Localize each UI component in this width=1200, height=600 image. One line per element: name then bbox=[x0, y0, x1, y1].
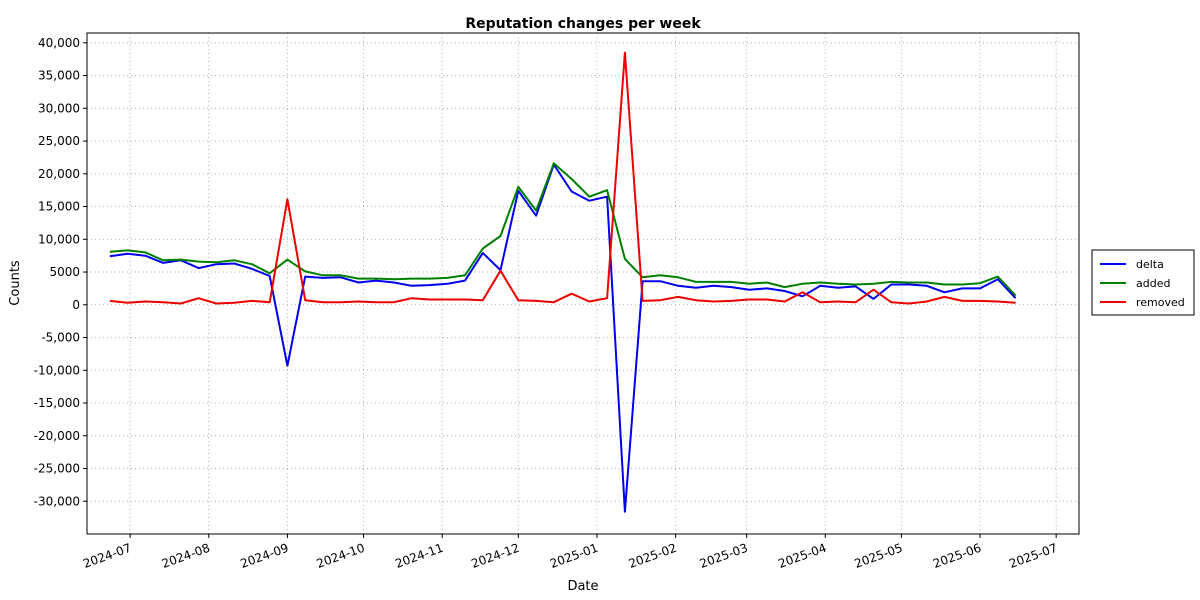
y-tick-label: -25,000 bbox=[34, 462, 80, 476]
x-tick-label: 2025-07 bbox=[1007, 541, 1059, 571]
chart-title: Reputation changes per week bbox=[465, 16, 701, 32]
grid bbox=[87, 33, 1079, 534]
y-tick-label: 5000 bbox=[49, 265, 80, 279]
x-tick-label: 2024-12 bbox=[469, 541, 521, 571]
series-line-added bbox=[109, 162, 1017, 297]
x-tick-label: 2025-04 bbox=[776, 541, 828, 571]
legend-label-added: added bbox=[1136, 277, 1170, 290]
y-tick-label: 15,000 bbox=[38, 200, 80, 214]
x-tick-label: 2024-10 bbox=[315, 541, 367, 571]
y-tick-label: -30,000 bbox=[34, 494, 80, 508]
x-axis: 2024-07 2024-08 2024-09 2024-10 2024-11 2024-… bbox=[81, 534, 1059, 571]
y-tick-label: 30,000 bbox=[38, 101, 80, 115]
legend-label-removed: removed bbox=[1136, 296, 1185, 309]
x-tick-label: 2024-08 bbox=[160, 541, 212, 571]
y-axis-label: Counts bbox=[8, 260, 23, 306]
y-tick-label: 35,000 bbox=[38, 69, 80, 83]
x-tick-label: 2025-02 bbox=[627, 541, 679, 571]
x-tick-label: 2025-03 bbox=[698, 541, 750, 571]
legend-box bbox=[1091, 249, 1195, 316]
legend-label-delta: delta bbox=[1136, 258, 1164, 271]
x-tick-label: 2024-11 bbox=[393, 541, 445, 571]
y-axis: 40,000 35,000 30,000 25,000 20,000 15,000 10,0… bbox=[34, 36, 87, 508]
series-line-removed bbox=[109, 51, 1016, 305]
legend: delta added removed bbox=[1091, 249, 1195, 316]
y-tick-label: -20,000 bbox=[34, 429, 80, 443]
y-tick-label: -5,000 bbox=[41, 331, 80, 345]
y-tick-label: 25,000 bbox=[38, 134, 80, 148]
x-tick-label: 2025-05 bbox=[853, 541, 905, 571]
x-tick-label: 2024-09 bbox=[239, 541, 291, 571]
series-lines bbox=[109, 51, 1017, 513]
x-axis-label: Date bbox=[567, 579, 598, 594]
x-tick-label: 2025-06 bbox=[931, 541, 983, 571]
y-tick-label: -15,000 bbox=[34, 396, 80, 410]
x-tick-label: 2024-07 bbox=[81, 541, 133, 571]
series-line-delta bbox=[109, 163, 1017, 513]
y-tick-label: 0 bbox=[72, 298, 80, 312]
plot-frame bbox=[86, 32, 1080, 535]
x-tick-label: 2025-01 bbox=[548, 541, 600, 571]
y-tick-label: 40,000 bbox=[38, 36, 80, 50]
y-tick-label: 20,000 bbox=[38, 167, 80, 181]
y-tick-label: 10,000 bbox=[38, 232, 80, 246]
y-tick-label: -10,000 bbox=[34, 363, 80, 377]
